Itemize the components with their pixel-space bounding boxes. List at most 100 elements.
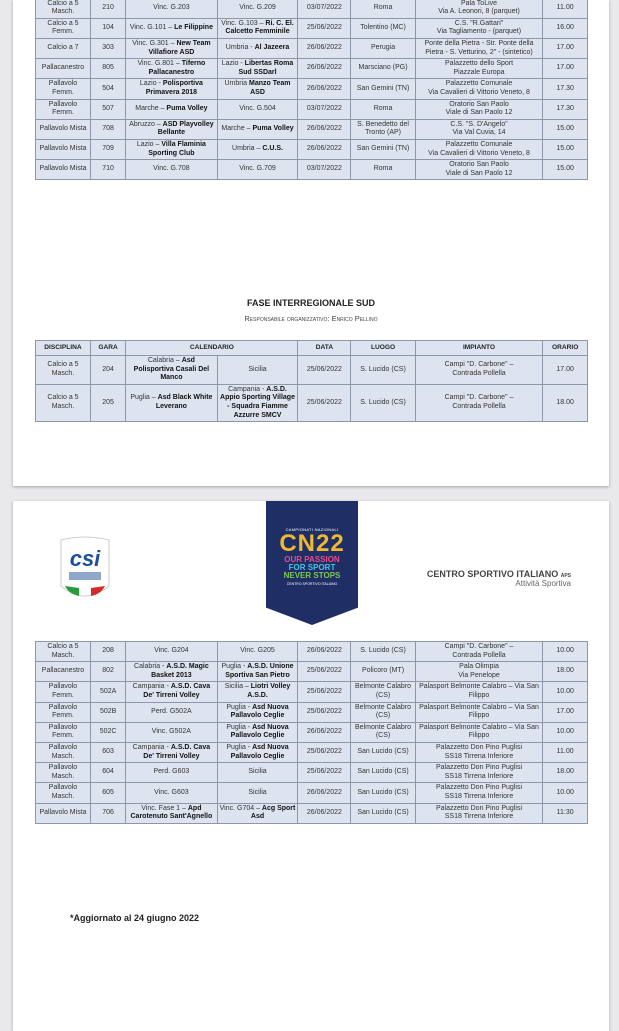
- banner-bottom: CENTRO SPORTIVO ITALIANO: [286, 582, 338, 586]
- cell-gara: 710: [89, 159, 127, 181]
- header-calendario: CALENDARIO: [125, 340, 299, 356]
- cell-orario: 10.00: [542, 640, 588, 663]
- calendar-label: Sicilia: [248, 768, 267, 776]
- table-row: Pallavolo Mista 710 Vinc. G.708 Vinc. G.70…: [35, 159, 588, 181]
- cell-data: 25/06/2022: [297, 701, 352, 723]
- table-row: Calcio a 5 Femm. 104 Vinc. G.101 – Le Fili…: [35, 17, 588, 39]
- cell-disciplina: Calcio a 7: [35, 37, 91, 60]
- cell-impianto: Palasport Belmonte Calabro – Via San Fil…: [414, 701, 544, 723]
- cell-orario: 17.00: [542, 701, 588, 723]
- cell-gara: 605: [89, 782, 127, 804]
- team-name: Asd Polisportiva Casali Del Manco: [133, 357, 210, 382]
- cell-luogo: San Lucido (CS): [350, 802, 416, 824]
- cell-data: 26/06/2022: [297, 640, 352, 663]
- cell-data: 03/07/2022: [297, 98, 352, 120]
- calendar-label: Abruzzo –: [129, 120, 161, 128]
- cell-impianto: Oratorio San Paolo Viale di San Paolo 12: [414, 98, 544, 120]
- cell-data: 26/06/2022: [297, 802, 352, 824]
- banner-line: OUR PASSION: [284, 555, 340, 564]
- cell-calendario-home: Perd. G603: [125, 762, 218, 784]
- cell-calendario-home: Calabria - A.S.D. Magic Basket 2013: [125, 661, 218, 683]
- calendar-label: Umbria: [224, 80, 248, 88]
- cell-gara: 502A: [89, 681, 127, 703]
- cell-gara: 706: [89, 802, 127, 824]
- team-name: A.S.D. Unione Sportiva San Pietro: [225, 663, 294, 679]
- calendar-label: Campania -: [132, 683, 169, 691]
- cell-calendario-away: Sicilia – Liotri Volley A.S.D.: [216, 681, 299, 703]
- cell-disciplina: Pallacanestro: [35, 58, 91, 80]
- cell-calendario-away: Sicilia: [216, 782, 299, 804]
- cell-gara: 504: [89, 78, 127, 100]
- cell-data: 25/06/2022: [297, 762, 352, 784]
- cell-disciplina: Calcio a 5 Masch.: [35, 383, 91, 423]
- cell-orario: 15.00: [542, 159, 588, 181]
- cell-calendario-home: Puglia – Asd Black White Leverano: [125, 383, 218, 423]
- calendar-label: Marche –: [221, 125, 251, 133]
- cell-orario: 17.30: [542, 78, 588, 100]
- calendar-label: Vinc. G.101 –: [129, 24, 173, 32]
- cell-disciplina: Pallavolo Masch.: [35, 762, 91, 784]
- cell-orario: 18.00: [542, 661, 588, 683]
- team-name: C.U.S.: [262, 145, 283, 153]
- cell-data: 25/06/2022: [297, 681, 352, 703]
- cell-calendario-home: Marche – Puma Volley: [125, 98, 218, 120]
- header-data: DATA: [297, 340, 352, 356]
- calendar-label: Perd. G502A: [151, 707, 192, 715]
- cell-disciplina: Pallavolo Mista: [35, 138, 91, 161]
- table-row: Pallavolo Femm. 502A Campania - A.S.D. Cav…: [35, 681, 588, 703]
- cell-luogo: Roma: [350, 0, 416, 19]
- cell-calendario-away: Vinc. G704 – Acg Sport Asd: [216, 802, 299, 824]
- cell-orario: 17.30: [542, 98, 588, 120]
- cell-disciplina: Pallavolo Masch.: [35, 782, 91, 804]
- cell-impianto: Oratorio San Paolo Viale di San Paolo 12: [414, 159, 544, 181]
- calendar-label: Campania -: [228, 385, 265, 393]
- team-name: Acg Sport Asd: [250, 804, 296, 821]
- cell-gara: 603: [89, 741, 127, 764]
- table-row: Pallavolo Femm. 504 Lazio - Polisportiva P…: [35, 78, 588, 100]
- cell-calendario-home: Vinc. G603: [125, 782, 218, 804]
- table-row: Pallacanestro 802 Calabria - A.S.D. Magic …: [35, 661, 588, 683]
- team-name: A.S.D. Appio Sporting Village - Squadra …: [220, 385, 295, 419]
- header-disciplina: DISCIPLINA: [35, 340, 91, 356]
- cell-disciplina: Calcio a 5 Masch.: [35, 640, 91, 663]
- team-name: A.S.D. Cava De' Tirreni Volley: [143, 743, 211, 760]
- section-title: FASE INTERREGIONALE SUD: [246, 298, 375, 308]
- cell-calendario-home: Vinc. G.801 – Tiferno Pallacanestro: [125, 58, 218, 80]
- calendar-label: Vinc. G502A: [151, 728, 191, 736]
- calendar-label: Puglia –: [130, 394, 156, 402]
- calendar-label: Puglia -: [226, 743, 251, 751]
- calendar-label: Sicilia: [248, 365, 267, 373]
- table-row: Calcio a 5 Masch. 204 Calabria – Asd Polis…: [35, 355, 588, 385]
- banner-main: CN22: [279, 530, 345, 557]
- cell-luogo: Roma: [350, 98, 416, 120]
- header-impianto: IMPIANTO: [414, 340, 544, 356]
- table-row: Pallavolo Masch. 603 Campania - A.S.D. Cav…: [35, 741, 588, 764]
- cell-impianto: Campi "D. Carbone" – Contrada Pollella: [414, 355, 544, 385]
- team-name: Tiferno Pallacanestro: [148, 60, 206, 76]
- cell-orario: 15.00: [542, 138, 588, 161]
- cell-calendario-away: Lazio - Libertas Roma Sud SSDarl: [216, 58, 299, 80]
- header-orario: ORARIO: [542, 340, 588, 356]
- cell-luogo: Belmonte Calabro (CS): [350, 681, 416, 703]
- cn22-banner: CAMPIONATI NAZIONALI CN22 OUR PASSION FO…: [266, 501, 358, 625]
- cell-calendario-away: Vinc. G.504: [216, 98, 299, 120]
- cell-gara: 805: [89, 58, 127, 80]
- cell-calendario-home: Perd. G502A: [125, 701, 218, 723]
- calendar-label: Puglia -: [226, 703, 251, 711]
- table-row: Pallavolo Mista 709 Lazio – Villa Flaminia…: [35, 138, 588, 161]
- cell-impianto: Campi "D. Carbone" – Contrada Pollella: [414, 640, 544, 663]
- csi-logo: csi: [57, 536, 113, 604]
- team-name: Le Filippine: [174, 24, 213, 32]
- calendar-label: Vinc. G.709: [239, 165, 276, 173]
- cell-calendario-home: Vinc. Fase 1 – Apd Carotenuto Sant'Agnel…: [125, 802, 218, 824]
- calendar-label: Vinc. G603: [154, 788, 189, 796]
- team-name: Puma Volley: [252, 125, 294, 133]
- cell-data: 25/06/2022: [297, 17, 352, 39]
- cell-orario: 11:30: [542, 802, 588, 824]
- team-name: Asd Nuova Pallavolo Ceglie: [230, 723, 289, 740]
- cell-calendario-away: Vinc. G.709: [216, 159, 299, 181]
- cell-impianto: Palazzetto Comunale Via Cavalieri di Vitt…: [414, 138, 544, 161]
- calendar-label: Vinc. G.504: [239, 104, 276, 112]
- calendar-label: Vinc. G704 –: [219, 804, 260, 812]
- cell-calendario-away: Puglia - Asd Nuova Pallavolo Ceglie: [216, 741, 299, 764]
